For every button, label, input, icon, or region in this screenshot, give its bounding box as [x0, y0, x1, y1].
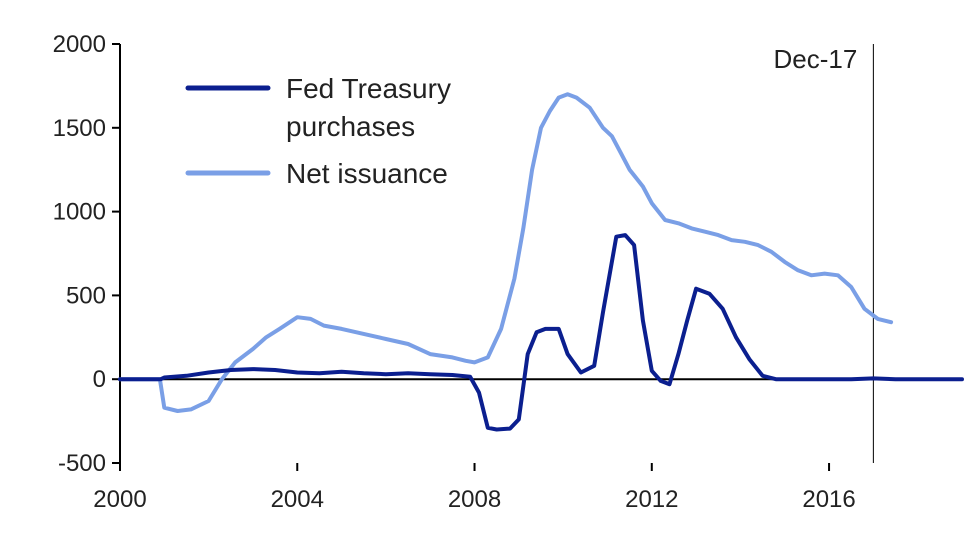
series-lines	[118, 92, 964, 432]
legend: Fed Treasury purchases Net issuance	[185, 73, 451, 189]
legend-label: Fed Treasury	[286, 73, 451, 104]
x-tick-label: 2008	[448, 486, 501, 513]
y-tick-label: 500	[66, 282, 106, 309]
y-axis-ticks: 2000 1500 1000 500 0 -500	[53, 31, 120, 477]
legend-label: purchases	[286, 111, 415, 142]
y-tick-label: 1500	[53, 115, 106, 142]
date-marker: Dec-17	[774, 44, 874, 463]
series-line-fed-treasury-purchases	[118, 233, 964, 432]
y-tick-label: 1000	[53, 199, 106, 226]
x-axis-ticks: 2000 2004 2008 2012 2016	[93, 463, 856, 513]
chart-axes	[119, 44, 962, 463]
y-tick-label: 0	[93, 366, 106, 393]
x-tick-label: 2004	[271, 486, 324, 513]
legend-label: Net issuance	[286, 158, 448, 189]
y-tick-label: 2000	[53, 31, 106, 58]
x-tick-label: 2016	[802, 486, 855, 513]
x-tick-label: 2000	[93, 486, 146, 513]
series-line-net-issuance	[118, 92, 894, 413]
x-tick-label: 2012	[625, 486, 678, 513]
y-tick-label: -500	[58, 450, 106, 477]
date-marker-label: Dec-17	[774, 44, 858, 74]
